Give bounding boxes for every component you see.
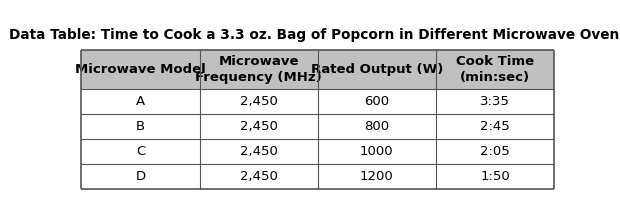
Bar (317, 89, 436, 114)
Text: Data Table: Time to Cook a 3.3 oz. Bag of Popcorn in Different Microwave Ovens: Data Table: Time to Cook a 3.3 oz. Bag o… (9, 28, 620, 42)
Text: 800: 800 (365, 120, 389, 133)
Bar (81, 89, 200, 114)
Text: 2,450: 2,450 (240, 145, 278, 158)
Text: Rated Output (W): Rated Output (W) (311, 63, 443, 76)
Text: Microwave Model: Microwave Model (75, 63, 206, 76)
Bar (436, 114, 554, 139)
Text: 3:35: 3:35 (480, 95, 510, 108)
Bar (317, 114, 436, 139)
Bar (436, 164, 554, 189)
Text: 2,450: 2,450 (240, 120, 278, 133)
Bar (436, 89, 554, 114)
Text: 1000: 1000 (360, 145, 394, 158)
Bar (200, 164, 317, 189)
Bar (200, 114, 317, 139)
Bar (317, 50, 436, 89)
Text: Microwave
Frequency (MHz): Microwave Frequency (MHz) (195, 55, 322, 84)
Bar (317, 164, 436, 189)
Bar (81, 164, 200, 189)
Text: A: A (136, 95, 145, 108)
Text: D: D (135, 170, 146, 183)
Text: 2:05: 2:05 (480, 145, 510, 158)
Text: 600: 600 (365, 95, 389, 108)
Text: 2:45: 2:45 (480, 120, 510, 133)
Bar (81, 50, 200, 89)
Bar (200, 89, 317, 114)
Text: 1200: 1200 (360, 170, 394, 183)
Bar (436, 139, 554, 164)
Bar (81, 114, 200, 139)
Bar (200, 50, 317, 89)
Bar (81, 139, 200, 164)
Text: B: B (136, 120, 145, 133)
Text: 1:50: 1:50 (480, 170, 510, 183)
Bar (317, 139, 436, 164)
Text: C: C (136, 145, 145, 158)
Bar (436, 50, 554, 89)
Text: Cook Time
(min:sec): Cook Time (min:sec) (456, 55, 534, 84)
Bar (200, 139, 317, 164)
Text: 2,450: 2,450 (240, 170, 278, 183)
Text: 2,450: 2,450 (240, 95, 278, 108)
